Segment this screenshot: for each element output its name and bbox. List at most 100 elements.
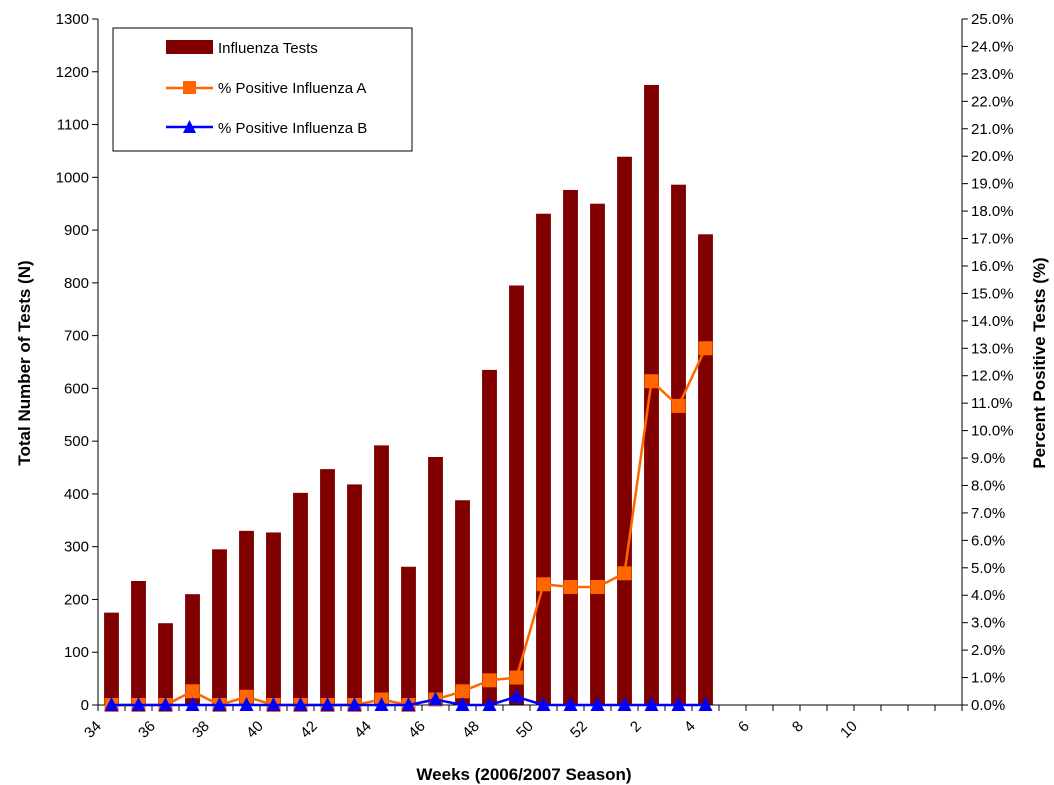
- bar: [347, 484, 362, 705]
- y-right-tick-label: 12.0%: [971, 368, 1014, 385]
- legend: Influenza Tests % Positive Influenza A %…: [112, 27, 413, 152]
- bar: [455, 500, 470, 705]
- bar: [185, 594, 200, 705]
- x-tick-label: 44: [351, 718, 375, 742]
- bar: [482, 369, 497, 705]
- y-right-tick-label: 14.0%: [971, 313, 1014, 330]
- data-point-triangle: [239, 697, 254, 711]
- y-right-tick-label: 11.0%: [971, 395, 1012, 412]
- x-tick-label: 34: [81, 718, 105, 742]
- y-right-tick-label: 19.0%: [971, 176, 1014, 193]
- bars-group: [104, 84, 713, 706]
- bar: [536, 213, 551, 706]
- data-point-square: [698, 341, 713, 356]
- data-point-square: [536, 577, 551, 592]
- data-point-triangle: [455, 697, 470, 711]
- lines-group: [104, 341, 713, 712]
- bar: [293, 492, 308, 705]
- data-point-triangle: [266, 697, 281, 711]
- data-point-square: [563, 580, 578, 595]
- data-point-square: [590, 580, 605, 595]
- bar: [320, 469, 335, 705]
- data-point-triangle: [563, 697, 578, 711]
- bar: [266, 532, 281, 705]
- x-tick-label: 36: [135, 718, 159, 742]
- y-left-tick-label: 400: [64, 486, 89, 503]
- bar: [428, 456, 443, 705]
- y-right-tick-label: 10.0%: [971, 423, 1014, 440]
- data-point-triangle: [428, 691, 443, 706]
- y-right-tick-label: 25.0%: [971, 11, 1014, 28]
- x-tick-label: 6: [735, 718, 753, 736]
- y-right-tick-label: 24.0%: [971, 38, 1014, 55]
- axes-group: 0 100 200 300 400 500 600 700 800 900 1000 1100 1200…: [56, 11, 1014, 742]
- data-point-triangle: [644, 697, 659, 711]
- data-point-triangle: [212, 697, 227, 711]
- y-right-tick-label: 20.0%: [971, 148, 1014, 165]
- data-point-square: [509, 670, 524, 685]
- data-point-triangle: [158, 697, 173, 711]
- y-right-tick-label: 8.0%: [971, 477, 1005, 494]
- x-tick-label: 10: [837, 718, 861, 742]
- x-tick-label: 8: [789, 718, 807, 736]
- x-tick-label: 42: [297, 718, 321, 742]
- x-tick-label: 46: [405, 718, 429, 742]
- legend-marker-influenza-b: [183, 120, 196, 133]
- y-right-tick-label: 21.0%: [971, 121, 1014, 138]
- y-right-tick-label: 9.0%: [971, 450, 1005, 467]
- bar: [158, 623, 173, 705]
- data-point-triangle: [374, 697, 389, 711]
- bar: [617, 156, 632, 706]
- y-right-tick-label: 6.0%: [971, 532, 1005, 549]
- y-left-tick-label: 1300: [56, 11, 89, 28]
- legend-marker-influenza-a: [183, 81, 196, 94]
- y-left-tick-label: 600: [64, 380, 89, 397]
- data-point-square: [671, 398, 686, 413]
- bar: [644, 84, 659, 705]
- data-point-triangle: [590, 697, 605, 711]
- bar: [212, 549, 227, 705]
- data-point-triangle: [698, 697, 713, 711]
- data-point-triangle: [347, 697, 362, 711]
- y-right-tick-label: 3.0%: [971, 615, 1005, 632]
- x-tick-label: 52: [567, 718, 591, 742]
- data-point-square: [617, 566, 632, 581]
- y-left-tick-label: 1100: [57, 117, 89, 134]
- y-right-tick-label: 22.0%: [971, 93, 1014, 110]
- legend-label-influenza-a: % Positive Influenza A: [218, 80, 366, 97]
- data-point-triangle: [320, 697, 335, 711]
- data-point-square: [185, 684, 200, 699]
- y-right-tick-label: 0.0%: [971, 697, 1005, 714]
- x-tick-label: 40: [243, 718, 267, 742]
- data-point-triangle: [293, 697, 308, 711]
- y-left-tick-label: 800: [64, 275, 89, 292]
- x-tick-label: 4: [681, 718, 699, 736]
- bar: [590, 203, 605, 705]
- y-axis-left-title: Total Number of Tests (N): [15, 260, 34, 465]
- y-right-tick-label: 18.0%: [971, 203, 1014, 220]
- x-tick-label: 48: [459, 718, 483, 742]
- y-right-tick-label: 7.0%: [971, 505, 1005, 522]
- data-point-triangle: [482, 697, 497, 711]
- data-point-triangle: [671, 697, 686, 711]
- legend-label-influenza-tests: Influenza Tests: [218, 40, 318, 57]
- legend-swatch-influenza-tests: [166, 40, 213, 54]
- y-left-tick-label: 1200: [56, 64, 89, 81]
- data-point-triangle: [401, 697, 416, 711]
- bar: [104, 612, 119, 705]
- bar: [563, 189, 578, 706]
- bar: [401, 566, 416, 705]
- y-right-tick-label: 16.0%: [971, 258, 1014, 275]
- x-axis-title: Weeks (2006/2007 Season): [416, 765, 631, 784]
- y-right-tick-label: 13.0%: [971, 340, 1014, 357]
- y-right-tick-label: 1.0%: [971, 670, 1005, 687]
- y-axis-right-title: Percent Positive Tests (%): [1030, 257, 1049, 468]
- data-point-triangle: [509, 688, 524, 703]
- bar: [239, 530, 254, 705]
- x-tick-label: 38: [189, 718, 213, 742]
- y-left-tick-label: 300: [64, 539, 89, 556]
- x-tick-label: 2: [627, 718, 645, 736]
- bar: [131, 580, 146, 705]
- legend-label-influenza-b: % Positive Influenza B: [218, 120, 367, 137]
